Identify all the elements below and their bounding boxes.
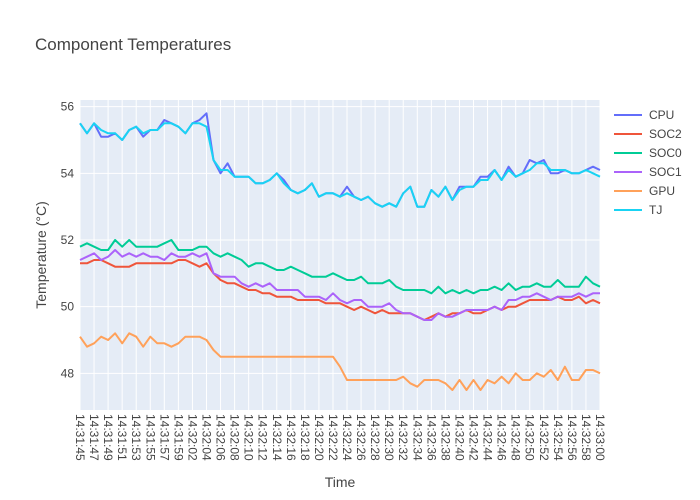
legend-item-soc0[interactable]: SOC0 bbox=[614, 146, 682, 160]
y-tick-label: 50 bbox=[61, 300, 75, 314]
legend-label: SOC2 bbox=[649, 127, 682, 141]
x-tick-label: 14:32:40 bbox=[452, 414, 466, 461]
x-tick-label: 14:32:02 bbox=[185, 414, 199, 461]
legend-label: SOC1 bbox=[649, 165, 682, 179]
y-tick-label: 48 bbox=[61, 366, 75, 380]
x-tick-label: 14:32:22 bbox=[326, 414, 340, 461]
y-tick-label: 54 bbox=[61, 166, 75, 180]
x-tick-label: 14:32:28 bbox=[368, 414, 382, 461]
y-axis-label: Temperature (°C) bbox=[33, 201, 49, 309]
x-tick-labels: 14:31:45 14:31:47 14:31:49 14:31:51 14:31:53… bbox=[73, 414, 607, 461]
x-tick-label: 14:31:59 bbox=[171, 414, 185, 461]
x-tick-label: 14:32:38 bbox=[438, 414, 452, 461]
legend-label: TJ bbox=[649, 203, 662, 217]
x-tick-label: 14:32:04 bbox=[199, 414, 213, 461]
x-tick-label: 14:31:53 bbox=[129, 414, 143, 461]
y-tick-labels: 48 50 52 54 56 bbox=[61, 100, 75, 381]
x-tick-label: 14:31:51 bbox=[115, 414, 129, 461]
x-tick-label: 14:32:06 bbox=[214, 414, 228, 461]
series-line-soc2 bbox=[80, 259, 601, 321]
legend[interactable]: CPU SOC2 SOC0 SOC1 GPU TJ bbox=[614, 108, 682, 217]
x-tick-label: 14:32:24 bbox=[340, 414, 354, 461]
x-tick-label: 14:32:52 bbox=[537, 414, 551, 461]
legend-label: GPU bbox=[649, 184, 675, 198]
x-tick-label: 14:32:26 bbox=[354, 414, 368, 461]
x-tick-label: 14:32:08 bbox=[228, 414, 242, 461]
series-line-gpu bbox=[79, 332, 601, 391]
x-tick-label: 14:31:47 bbox=[87, 414, 101, 461]
x-tick-label: 14:32:32 bbox=[396, 414, 410, 461]
x-tick-label: 14:31:57 bbox=[157, 414, 171, 461]
x-tick-label: 14:31:45 bbox=[73, 414, 87, 461]
x-tick-label: 14:32:30 bbox=[382, 414, 396, 461]
x-tick-label: 14:33:00 bbox=[593, 414, 607, 461]
x-tick-label: 14:32:54 bbox=[551, 414, 565, 461]
x-tick-label: 14:32:46 bbox=[495, 414, 509, 461]
x-tick-label: 14:32:58 bbox=[579, 414, 593, 461]
x-tick-label: 14:32:44 bbox=[481, 414, 495, 461]
x-tick-label: 14:32:10 bbox=[242, 414, 256, 461]
x-tick-label: 14:32:20 bbox=[312, 414, 326, 461]
series-lines bbox=[79, 112, 601, 391]
legend-item-soc1[interactable]: SOC1 bbox=[614, 165, 682, 179]
legend-label: CPU bbox=[649, 108, 674, 122]
x-tick-label: 14:32:48 bbox=[509, 414, 523, 461]
series-line-soc1 bbox=[79, 249, 600, 321]
series-line-soc0 bbox=[79, 239, 601, 295]
legend-item-soc2[interactable]: SOC2 bbox=[614, 127, 682, 141]
x-tick-label: 14:32:56 bbox=[565, 414, 579, 461]
legend-item-cpu[interactable]: CPU bbox=[614, 108, 674, 122]
x-tick-label: 14:32:14 bbox=[270, 414, 284, 461]
x-tick-label: 14:31:55 bbox=[143, 414, 157, 461]
legend-item-tj[interactable]: TJ bbox=[614, 203, 662, 217]
legend-item-gpu[interactable]: GPU bbox=[614, 184, 675, 198]
x-tick-label: 14:32:18 bbox=[298, 414, 312, 461]
x-tick-label: 14:32:50 bbox=[523, 414, 537, 461]
x-tick-label: 14:32:36 bbox=[424, 414, 438, 461]
x-tick-label: 14:32:34 bbox=[410, 414, 424, 461]
x-tick-label: 14:32:12 bbox=[256, 414, 270, 461]
chart-title: Component Temperatures bbox=[35, 35, 231, 54]
x-tick-label: 14:31:49 bbox=[101, 414, 115, 461]
legend-label: SOC0 bbox=[649, 146, 682, 160]
y-tick-label: 52 bbox=[61, 233, 75, 247]
y-tick-label: 56 bbox=[61, 100, 75, 114]
x-axis-label: Time bbox=[325, 474, 356, 490]
plot-area bbox=[80, 100, 600, 410]
x-tick-label: 14:32:16 bbox=[284, 414, 298, 461]
series-line-tj bbox=[79, 122, 601, 208]
x-tick-label: 14:32:42 bbox=[467, 414, 481, 461]
gridlines bbox=[79, 100, 601, 410]
